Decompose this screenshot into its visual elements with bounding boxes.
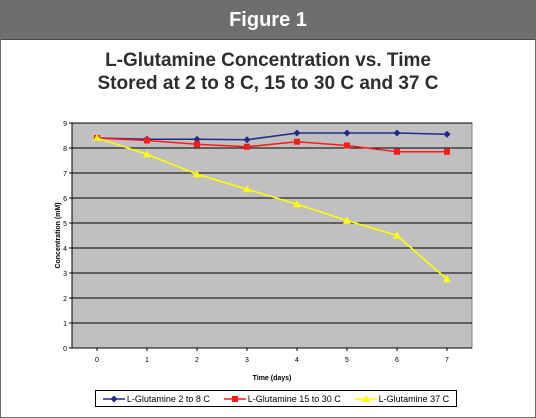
x-tick-label: 6 [395, 357, 399, 364]
data-point [443, 130, 451, 138]
data-point [343, 129, 351, 137]
data-point [243, 185, 251, 193]
data-point [443, 275, 451, 283]
figure-header: Figure 1 [1, 1, 535, 40]
x-axis-label: Time (days) [253, 375, 292, 382]
data-point [293, 200, 301, 208]
data-point [93, 134, 101, 141]
x-tick-label: 4 [295, 357, 299, 364]
legend-swatch [102, 395, 125, 402]
chart-subtitle: Stored at 2 to 8 C, 15 to 30 C and 37 C [97, 73, 439, 94]
x-tick-label: 3 [245, 357, 249, 364]
y-axis-label: Concentration (mM) [55, 202, 62, 268]
data-point [244, 143, 250, 150]
data-point [294, 138, 300, 145]
y-tick-label: 6 [63, 196, 67, 203]
y-tick-label: 4 [63, 246, 67, 253]
legend-swatch [354, 394, 377, 402]
data-point [293, 129, 301, 137]
y-tick-label: 3 [63, 271, 67, 278]
legend-swatch [223, 395, 246, 402]
data-point [393, 129, 401, 137]
legend-marker [361, 394, 370, 402]
y-tick-label: 0 [63, 346, 67, 353]
series-line [96, 132, 448, 141]
legend-label: L-Glutamine 2 to 8 C [126, 393, 210, 404]
legend-item: L-Glutamine 15 to 30 C [223, 393, 341, 404]
data-point [394, 148, 400, 155]
y-tick-label: 7 [63, 171, 67, 178]
legend-label: L-Glutamine 37 C [378, 393, 450, 404]
data-point [243, 136, 251, 144]
y-tick-label: 8 [63, 146, 67, 153]
legend-marker [231, 395, 238, 402]
y-tick-label: 1 [63, 321, 67, 328]
y-tick-label: 2 [63, 296, 67, 303]
data-point [343, 216, 351, 224]
data-point [194, 141, 200, 148]
data-point [144, 137, 150, 144]
x-tick-label: 5 [345, 357, 349, 364]
y-tick-label: 9 [63, 121, 67, 128]
x-tick-label: 0 [95, 357, 99, 364]
x-tick-label: 7 [445, 357, 449, 364]
series-line [96, 137, 447, 153]
series-line [96, 137, 448, 280]
data-point [193, 135, 201, 143]
data-point [344, 142, 350, 149]
x-tick-label: 2 [195, 357, 199, 364]
data-point [444, 148, 450, 155]
figure-label: Figure 1 [229, 9, 307, 31]
chart-legend: L-Glutamine 2 to 8 C L-Glutamine 15 to 30… [95, 390, 457, 407]
data-point [143, 150, 151, 158]
x-tick-label: 1 [145, 357, 149, 364]
chart-title-block: L-Glutamine Concentration vs. Time Store… [1, 49, 535, 95]
y-tick-label: 5 [63, 221, 67, 228]
data-point [393, 231, 401, 239]
legend-marker [110, 395, 118, 402]
data-point [193, 170, 201, 178]
chart-title: L-Glutamine Concentration vs. Time [105, 50, 431, 71]
plot-area [71, 122, 473, 349]
legend-item: L-Glutamine 37 C [354, 393, 450, 404]
legend-label: L-Glutamine 15 to 30 C [247, 393, 341, 404]
legend-item: L-Glutamine 2 to 8 C [102, 393, 210, 404]
